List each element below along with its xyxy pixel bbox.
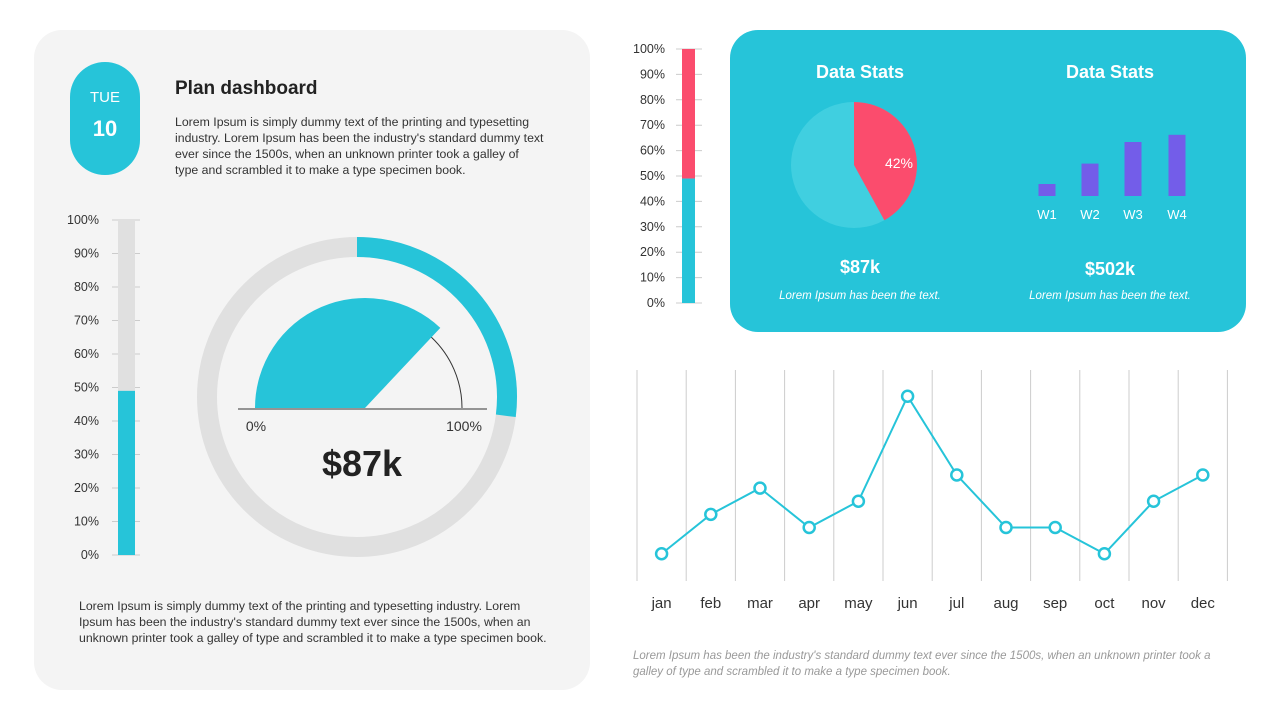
description: Lorem Ipsum is simply dummy text of the … <box>175 115 544 177</box>
tick-label: 10% <box>640 271 665 285</box>
bar <box>1168 134 1186 196</box>
date-day: TUE <box>90 89 120 106</box>
stat-caption: Lorem Ipsum has been the text. <box>1029 290 1191 302</box>
tick-label: 90% <box>74 247 99 261</box>
stat-title: Data Stats <box>1065 62 1155 82</box>
data-point <box>851 494 866 508</box>
bar-label: W1 <box>1037 207 1057 222</box>
data-point <box>900 389 915 403</box>
tick-label: 80% <box>74 280 99 294</box>
stat-caption: Lorem Ipsum has been the text. <box>779 290 941 302</box>
data-point <box>1146 494 1161 508</box>
bar <box>1081 163 1099 196</box>
stat-value: $502k <box>1084 259 1136 279</box>
tick-label: 70% <box>640 118 665 132</box>
bar <box>1124 142 1142 196</box>
pie-label: 42% <box>885 155 913 171</box>
x-tick-label: nov <box>1142 595 1167 612</box>
progress-remaining <box>682 49 695 179</box>
data-point <box>753 481 767 495</box>
gauge-sector <box>255 298 441 408</box>
tick-label: 20% <box>74 481 99 495</box>
x-tick-label: oct <box>1094 595 1115 612</box>
x-tick-label: dec <box>1191 595 1216 612</box>
tick-label: 100% <box>633 42 665 56</box>
progress-fill <box>118 390 135 555</box>
pie-slice <box>854 102 917 221</box>
gauge-min-label: 0% <box>246 418 266 434</box>
x-tick-label: jan <box>651 595 672 612</box>
bottom-description: Lorem Ipsum is simply dummy text of the … <box>79 599 547 645</box>
progress-fill <box>682 178 695 303</box>
tick-label: 50% <box>74 381 99 395</box>
stat-value: $87k <box>839 257 881 277</box>
page-title: Plan dashboard <box>175 78 318 99</box>
x-tick-label: feb <box>700 595 721 612</box>
bar-label: W4 <box>1167 207 1187 222</box>
x-tick-label: jul <box>948 595 964 612</box>
x-tick-label: jun <box>897 595 918 612</box>
tick-label: 90% <box>640 67 665 81</box>
data-point <box>802 520 816 535</box>
data-point <box>704 507 718 522</box>
tick-label: 100% <box>67 213 99 227</box>
gauge-arc <box>431 336 463 409</box>
date-badge: TUE 10 <box>70 62 140 175</box>
tick-label: 40% <box>640 194 665 208</box>
x-tick-label: aug <box>993 595 1018 612</box>
data-point <box>654 547 669 561</box>
data-point <box>1196 468 1210 482</box>
tick-label: 10% <box>74 515 99 529</box>
tick-label: 30% <box>640 220 665 234</box>
line-series <box>660 394 1204 555</box>
footer-text: Lorem Ipsum has been the industry's stan… <box>633 650 1211 678</box>
bar <box>1038 184 1056 196</box>
x-tick-label: may <box>844 595 873 612</box>
tick-label: 80% <box>640 93 665 107</box>
tick-label: 0% <box>81 548 99 562</box>
data-point <box>1097 547 1112 561</box>
data-point <box>999 520 1013 535</box>
tick-label: 60% <box>640 144 665 158</box>
gauge-max-label: 100% <box>446 418 482 434</box>
date-number: 10 <box>92 116 118 141</box>
data-point <box>950 468 964 482</box>
x-tick-label: sep <box>1043 595 1067 612</box>
tick-label: 40% <box>74 414 99 428</box>
x-tick-label: apr <box>798 595 820 612</box>
stat-title: Data Stats <box>815 62 905 82</box>
bar-label: W2 <box>1080 207 1100 222</box>
tick-label: 50% <box>640 169 665 183</box>
gauge-value: $87k <box>322 443 403 484</box>
x-tick-label: mar <box>747 595 773 612</box>
tick-label: 20% <box>640 245 665 259</box>
tick-label: 70% <box>74 314 99 328</box>
tick-label: 30% <box>74 448 99 462</box>
bar-label: W3 <box>1123 207 1143 222</box>
tick-label: 0% <box>647 296 665 310</box>
gauge-ring-fill <box>356 237 517 418</box>
data-point <box>1048 520 1062 535</box>
tick-label: 60% <box>74 347 99 361</box>
